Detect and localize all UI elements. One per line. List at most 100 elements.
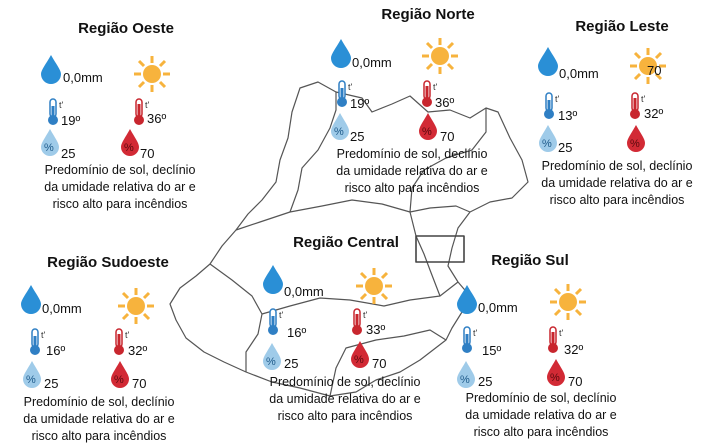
svg-text:%: % [124,142,134,154]
humidity-high-icon: % [627,125,645,152]
region-sudoeste: Região Sudoeste [18,254,198,444]
rain-value: 0,0mm [284,284,324,299]
thermometer-cold-icon: t' [462,326,478,353]
humidity-low-icon: % [539,125,557,152]
svg-text:t': t' [641,94,646,104]
border-west [289,92,337,213]
federal-district [415,235,465,263]
humidity-min-value: 25 [61,146,76,161]
svg-text:t': t' [559,328,564,338]
svg-text:t': t' [363,310,368,320]
region-title: Região Sudoeste [47,254,169,271]
sun-max-label: 70 [647,63,662,78]
thermometer-hot-icon: t' [422,80,438,107]
humidity-low-icon: % [41,129,59,156]
temp-max-value: 33º [366,322,386,337]
svg-text:t': t' [145,100,150,110]
thermometer-hot-icon: t' [114,328,130,355]
temp-min-value: 16º [46,343,66,358]
humidity-max-value: 70 [132,376,147,391]
humidity-high-icon: % [419,113,437,140]
temp-max-value: 36º [435,95,455,110]
region-sul: Região Sul [440,252,620,442]
humidity-min-value: 25 [284,356,299,371]
humidity-high-icon: % [121,129,139,156]
border-central-east [409,211,441,297]
thermometer-hot-icon: t' [548,326,564,353]
humidity-high-icon: % [547,359,565,386]
sun-icon [134,56,170,92]
svg-text:%: % [266,356,276,368]
rain-value: 0,0mm [63,70,103,85]
thermometer-cold-icon: t' [30,328,46,355]
border-north-central [235,199,471,231]
humidity-max-value: 70 [140,146,155,161]
thermometer-hot-icon: t' [134,98,150,125]
humidity-min-value: 25 [44,376,59,391]
forecast-description: Predomínio de sol, declínio da umidade re… [23,395,175,443]
humidity-min-value: 25 [478,374,493,389]
temp-max-value: 32º [564,342,584,357]
humidity-low-icon: % [23,361,41,388]
humidity-min-value: 25 [558,140,573,155]
svg-text:t': t' [473,328,478,338]
svg-text:%: % [550,372,560,384]
svg-text:%: % [114,374,124,386]
svg-text:%: % [334,126,344,138]
rain-value: 0,0mm [559,66,599,81]
sun-icon [422,38,458,74]
thermometer-hot-icon: t' [630,92,646,119]
temp-min-value: 16º [287,325,307,340]
region-title: Região Central [293,234,399,251]
humidity-low-icon: % [457,361,475,388]
sun-icon [118,288,154,324]
raindrop-icon [41,55,61,84]
temp-max-value: 32º [644,106,664,121]
thermometer-cold-icon: t' [48,98,64,125]
region-title: Região Leste [575,18,669,35]
forecast-description: Predomínio de sol, declínio da umidade re… [336,147,488,195]
humidity-max-value: 70 [440,129,455,144]
raindrop-icon [331,39,351,68]
temp-min-value: 19º [350,96,370,111]
sun-icon [356,268,392,304]
humidity-max-value: 70 [372,356,387,371]
svg-text:t': t' [125,330,130,340]
region-norte: Região Norte [338,6,518,196]
raindrop-icon [21,285,41,314]
temp-min-value: 13º [558,108,578,123]
region-central: Região Central [256,234,436,424]
raindrop-icon [538,47,558,76]
rain-value: 0,0mm [352,55,392,70]
sun-icon [630,48,666,84]
humidity-max-value: 70 [568,374,583,389]
svg-text:t': t' [279,310,284,320]
region-title: Região Sul [491,252,569,269]
humidity-min-value: 25 [350,129,365,144]
temp-min-value: 19º [61,113,81,128]
temp-max-value: 32º [128,343,148,358]
temp-min-value: 15º [482,343,502,358]
border-southwest [209,263,263,372]
humidity-low-icon: % [331,113,349,140]
border-east [409,108,487,213]
rain-value: 0,0mm [42,301,82,316]
region-leste: Região Leste [532,18,712,208]
forecast-description: Predomínio de sol, declínio da umidade re… [465,391,617,439]
humidity-high-icon: % [111,361,129,388]
forecast-description: Predomínio de sol, declínio da umidade re… [269,375,421,423]
border-central-south [261,281,459,315]
sun-icon [550,284,586,320]
svg-text:t': t' [555,94,560,104]
svg-text:%: % [44,142,54,154]
humidity-high-icon: % [351,341,369,368]
forecast-description: Predomínio de sol, declínio da umidade re… [44,163,196,211]
thermometer-cold-icon: t' [268,308,284,335]
raindrop-icon [263,265,283,294]
svg-text:%: % [422,126,432,138]
svg-text:%: % [460,374,470,386]
raindrop-icon [457,285,477,314]
thermometer-cold-icon: t' [337,80,353,107]
region-title: Região Oeste [78,20,174,37]
